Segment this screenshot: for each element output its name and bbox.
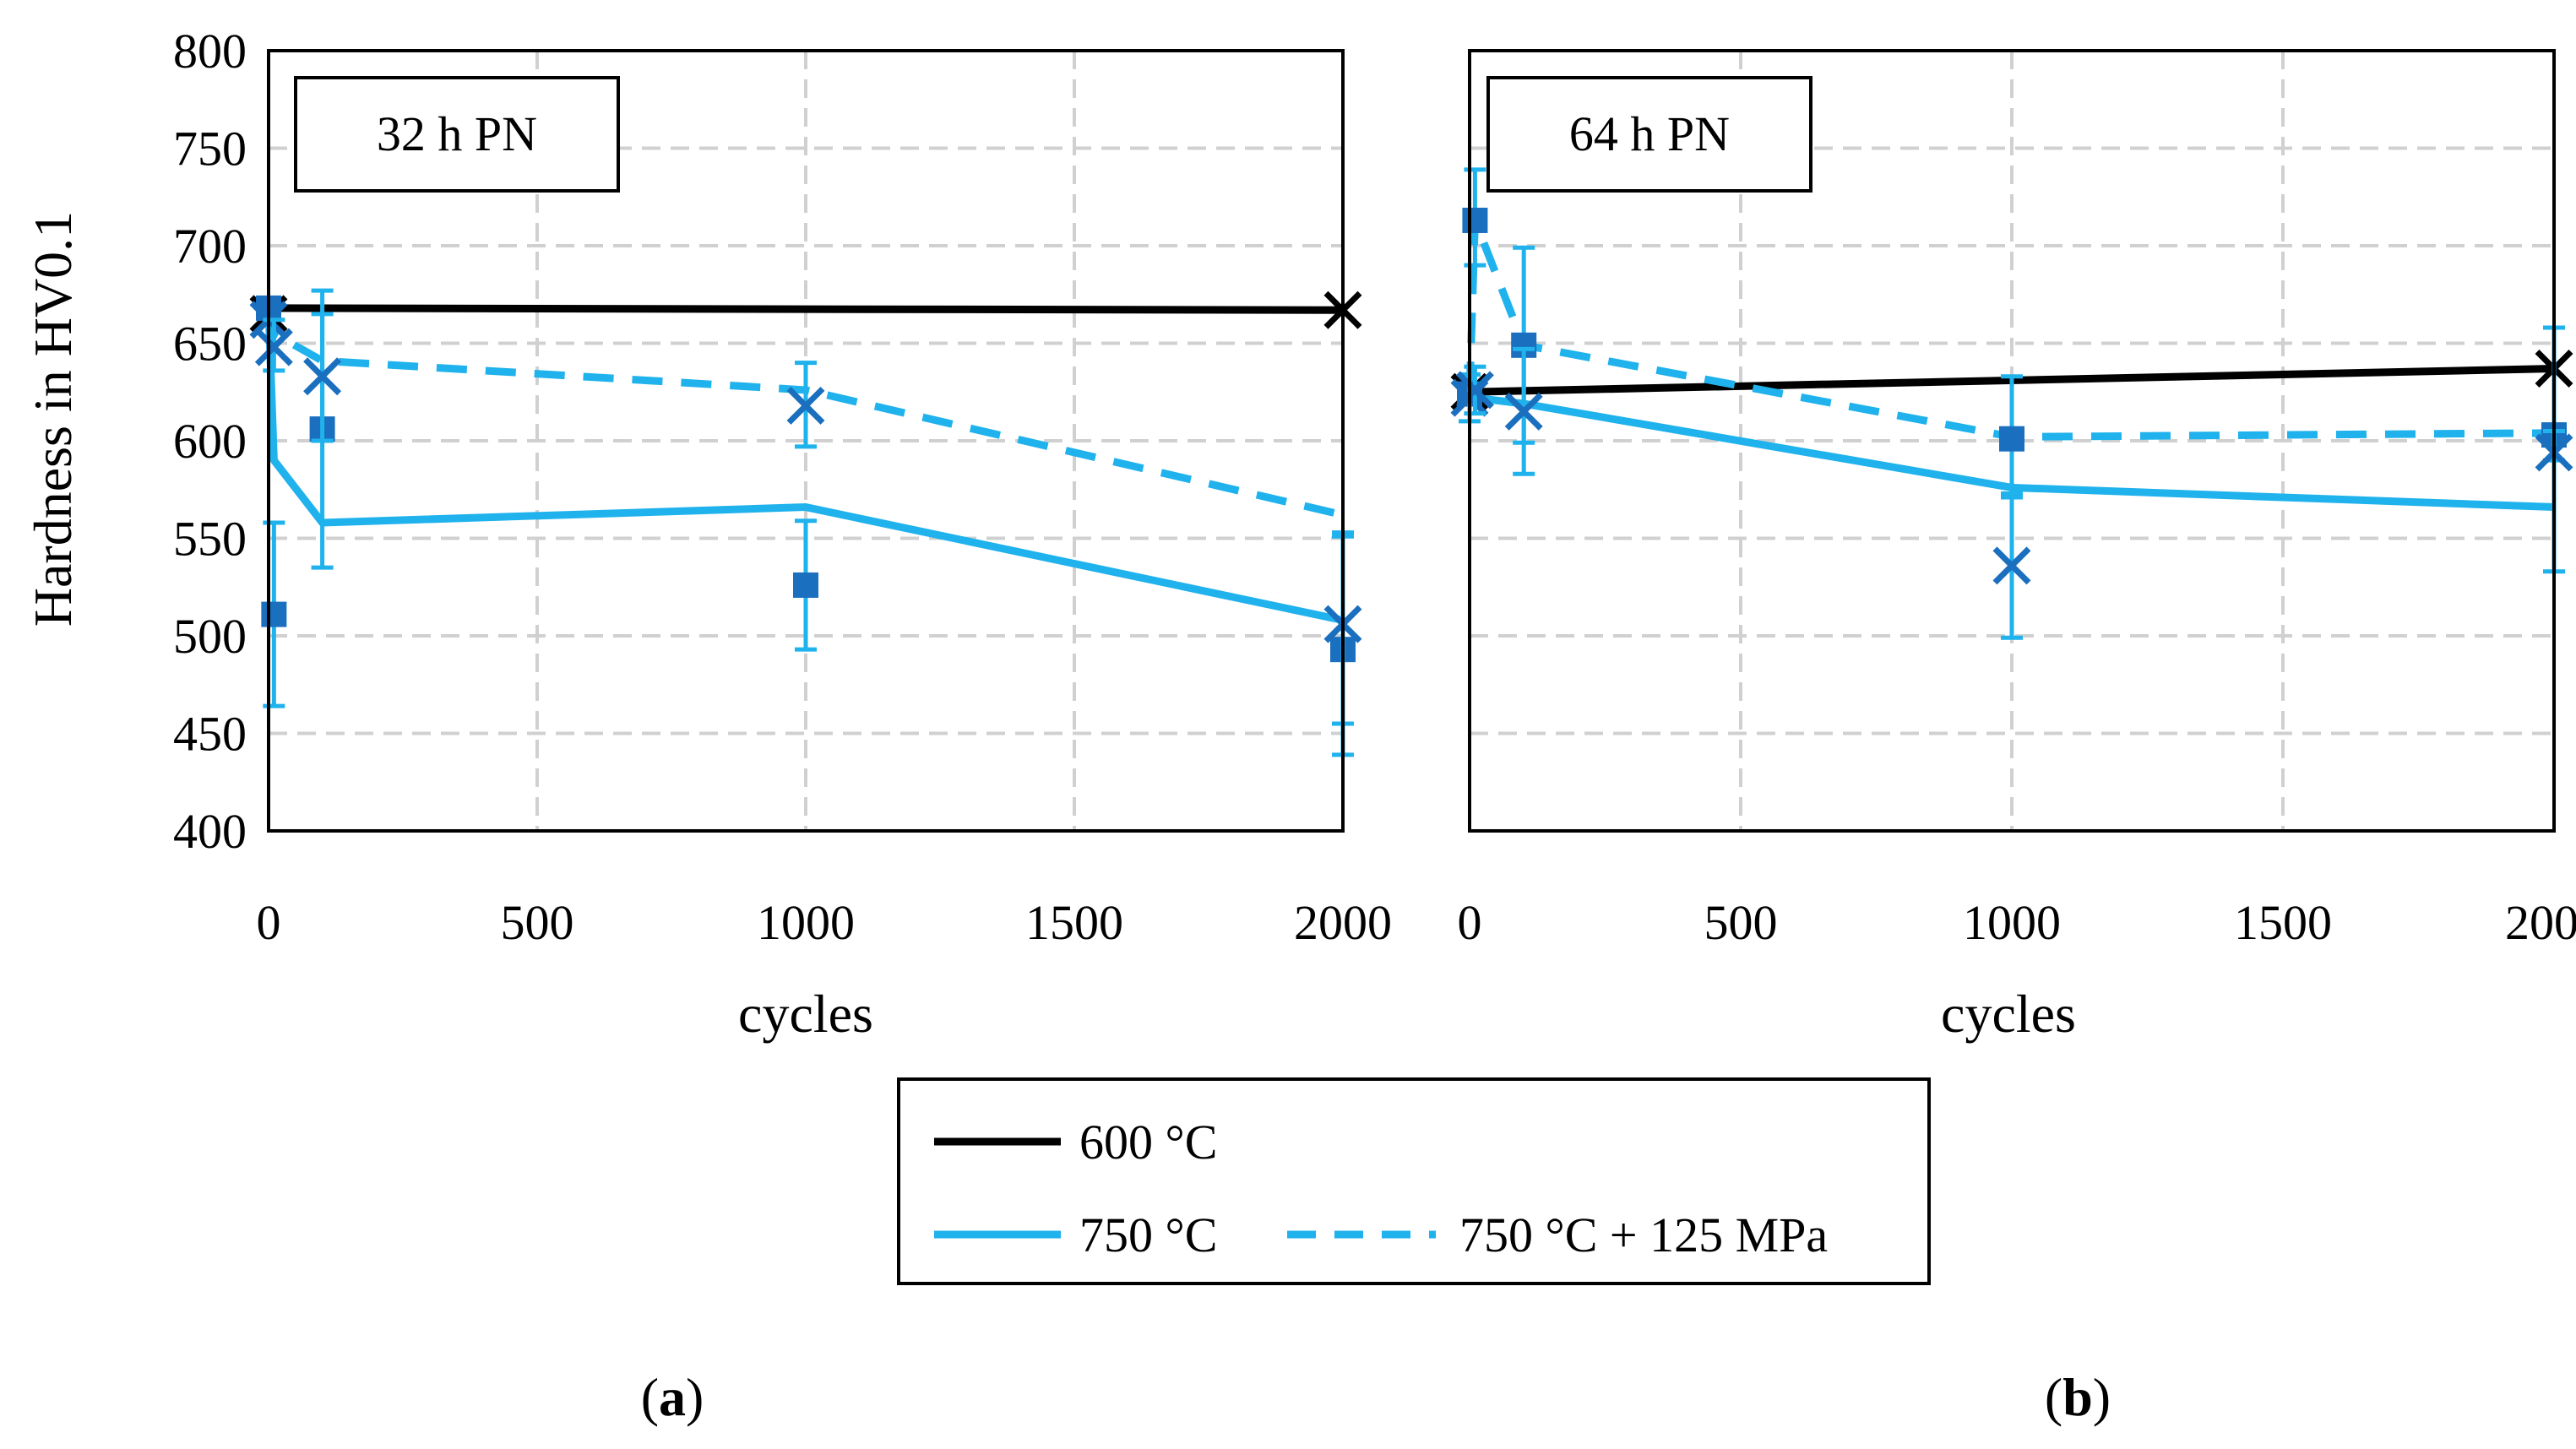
panel-tag-a-text: 32 h PN bbox=[377, 106, 537, 161]
legend: 600 °C 750 °C 750 °C + 125 MPa bbox=[897, 1077, 1931, 1285]
chart-panel-a: 0 500 1000 1500 2000 400 450 500 550 600 650 700 750… bbox=[173, 24, 1392, 1427]
y-tick-label-700-a: 700 bbox=[173, 219, 247, 274]
x-tick-label-2000-a: 2000 bbox=[1294, 895, 1392, 950]
y-tick-label-500-a: 500 bbox=[173, 609, 247, 664]
x-tick-label-1000-b: 1000 bbox=[1963, 895, 2061, 950]
data-point-x-2-5-b bbox=[1992, 546, 2031, 585]
x-tick-label-2000-b: 2000 bbox=[2505, 895, 2576, 950]
x-axis-title-a: cycles bbox=[738, 984, 873, 1044]
panel-label-a: (a) bbox=[641, 1367, 704, 1427]
panel-tag-a: 32 h PN bbox=[294, 76, 620, 193]
y-tick-label-400-a: 400 bbox=[173, 804, 247, 859]
legend-box bbox=[897, 1077, 1931, 1285]
panel-tag-b: 64 h PN bbox=[1486, 76, 1812, 193]
data-point-square-1-1-b bbox=[1999, 426, 2024, 452]
data-point-square-1-1-a bbox=[261, 601, 287, 627]
x-axis-title-b: cycles bbox=[1941, 984, 2076, 1044]
panel-label-b-letter: b bbox=[2062, 1367, 2093, 1427]
legend-label-600: 600 °C bbox=[1079, 1115, 1217, 1170]
y-tick-label-750-a: 750 bbox=[173, 122, 247, 176]
panel-label-b-open: ( bbox=[2045, 1367, 2062, 1427]
chart-panel-b: 0 500 1000 1500 2000 64 h PN cycles (b) bbox=[1450, 49, 2576, 1427]
data-point-x-2-3-a bbox=[786, 386, 825, 425]
panel-label-b-close: ) bbox=[2093, 1367, 2111, 1427]
y-tick-label-600-a: 600 bbox=[173, 414, 247, 469]
y-tick-label-550-a: 550 bbox=[173, 512, 247, 567]
legend-label-750-125: 750 °C + 125 MPa bbox=[1459, 1208, 1828, 1262]
panel-label-b: (b) bbox=[2045, 1367, 2111, 1427]
panel-label-a-open: ( bbox=[641, 1367, 659, 1427]
panel-tag-b-text: 64 h PN bbox=[1569, 106, 1730, 161]
y-tick-label-800-a: 800 bbox=[173, 24, 247, 79]
x-tick-label-1500-b: 1500 bbox=[2234, 895, 2332, 950]
x-tick-label-500-b: 500 bbox=[1704, 895, 1778, 950]
y-tick-label-650-a: 650 bbox=[173, 317, 247, 372]
x-tick-label-0-b: 0 bbox=[1458, 895, 1482, 950]
x-tick-label-0-a: 0 bbox=[257, 895, 281, 950]
x-tick-label-1000-a: 1000 bbox=[757, 895, 855, 950]
y-tick-label-450-a: 450 bbox=[173, 707, 247, 762]
data-point-square-2-0-b bbox=[1462, 207, 1488, 233]
x-tick-label-1500-a: 1500 bbox=[1025, 895, 1123, 950]
panel-label-a-letter: a bbox=[659, 1367, 686, 1427]
y-axis-title: Hardness in HV0.1 bbox=[23, 211, 83, 627]
plot-frame-b bbox=[1468, 49, 2556, 833]
data-point-x-2-3-b bbox=[1455, 371, 1494, 410]
data-point-x-2-2-a bbox=[303, 357, 342, 396]
data-point-x-2-4-b bbox=[1504, 392, 1543, 431]
x-tick-label-500-a: 500 bbox=[501, 895, 574, 950]
series-line-0-a bbox=[268, 304, 1344, 314]
plot-frame-a bbox=[267, 49, 1345, 833]
data-point-x-2-1-a bbox=[254, 328, 293, 366]
data-point-square-1-3-a bbox=[793, 572, 818, 598]
panel-label-a-close: ) bbox=[686, 1367, 704, 1427]
legend-label-750: 750 °C bbox=[1079, 1208, 1217, 1262]
